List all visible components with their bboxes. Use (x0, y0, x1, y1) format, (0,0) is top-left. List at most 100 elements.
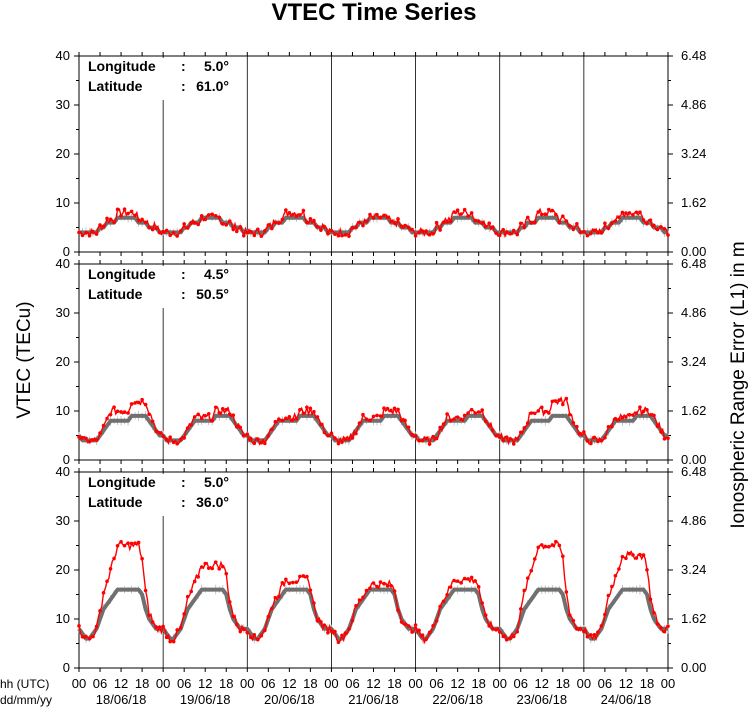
observed-point (126, 541, 130, 546)
observed-point (119, 540, 123, 544)
observed-point (539, 543, 544, 547)
observed-point (248, 436, 253, 441)
x-hour-label: 00 (408, 676, 422, 691)
observed-point (199, 565, 204, 569)
observed-point (266, 434, 271, 438)
y-tick-label-left: 10 (56, 403, 70, 418)
observed-point (613, 219, 618, 223)
observed-point (427, 630, 432, 635)
observed-point (189, 589, 193, 594)
observed-point (277, 594, 281, 599)
observed-point (277, 221, 281, 225)
observed-point (603, 221, 607, 226)
observed-point (210, 566, 215, 571)
observed-point (157, 431, 162, 435)
observed-point (522, 225, 527, 230)
observed-point (434, 436, 439, 441)
observed-point (511, 442, 516, 446)
observed-point (494, 433, 499, 438)
observed-point (666, 624, 670, 628)
x-date-label: 18/06/18 (96, 692, 147, 707)
observed-point (98, 223, 102, 227)
observed-point (203, 413, 208, 418)
x-hour-label: 00 (324, 676, 338, 691)
observed-point (245, 630, 250, 635)
observed-point (164, 437, 169, 442)
observed-point (175, 441, 179, 446)
observed-point (115, 207, 120, 212)
observed-point (87, 233, 92, 238)
observed-point (504, 230, 509, 234)
observed-point (554, 399, 558, 403)
observed-point (140, 217, 144, 222)
observed-point (94, 624, 99, 629)
observed-point (80, 634, 85, 639)
observed-point (508, 231, 513, 236)
observed-point (157, 625, 162, 629)
observed-point (203, 217, 208, 222)
observed-point (448, 585, 453, 589)
observed-point (256, 437, 260, 441)
observed-point (350, 618, 355, 623)
observed-point (231, 413, 236, 417)
latitude-colon: : (181, 78, 186, 94)
observed-point (126, 211, 130, 216)
observed-point (571, 421, 576, 425)
observed-point (294, 416, 299, 421)
observed-point (238, 425, 243, 430)
observed-point (455, 579, 460, 583)
observed-point (322, 623, 327, 627)
observed-point (105, 216, 109, 221)
observed-point (171, 639, 176, 644)
y-tick-label-right: 6.48 (681, 256, 706, 271)
x-axis-hours-label: hh (UTC) (0, 677, 49, 691)
observed-point (245, 230, 250, 235)
observed-point (182, 436, 186, 440)
observed-point (582, 229, 586, 234)
observed-point (631, 553, 635, 557)
x-hour-label: 06 (345, 676, 359, 691)
observed-point (301, 208, 306, 213)
observed-point (238, 225, 243, 229)
observed-point (80, 436, 85, 440)
observed-point (143, 588, 148, 593)
observed-point (634, 411, 639, 415)
observed-point (459, 212, 463, 216)
observed-point (101, 423, 106, 428)
observed-point (154, 625, 158, 629)
observed-point (452, 210, 456, 214)
observed-point (231, 227, 236, 232)
observed-point (532, 411, 537, 416)
observed-point (575, 221, 579, 226)
x-hour-label: 00 (72, 676, 86, 691)
x-hour-label: 12 (366, 676, 380, 691)
observed-point (585, 634, 590, 639)
observed-point (473, 218, 477, 223)
observed-point (455, 208, 460, 213)
longitude-colon: : (181, 58, 186, 74)
observed-point (287, 581, 292, 586)
observed-point (329, 228, 334, 233)
observed-point (164, 228, 169, 233)
observed-point (129, 209, 134, 214)
observed-point (508, 636, 513, 640)
observed-point (518, 607, 523, 611)
observed-point (84, 231, 88, 235)
observed-point (284, 416, 288, 421)
observed-point (305, 220, 309, 225)
observed-point (133, 213, 137, 218)
observed-point (357, 220, 362, 225)
observed-point (140, 556, 144, 561)
observed-point (466, 214, 470, 218)
observed-point (438, 228, 442, 232)
observed-point (606, 424, 611, 429)
observed-point (645, 568, 649, 572)
observed-point (578, 627, 583, 631)
observed-point (543, 544, 548, 549)
observed-point (105, 579, 109, 584)
observed-point (641, 218, 646, 222)
observed-point (280, 217, 285, 222)
latitude-value: 36.0° (196, 494, 229, 510)
observed-point (105, 416, 109, 421)
observed-point (206, 213, 211, 217)
